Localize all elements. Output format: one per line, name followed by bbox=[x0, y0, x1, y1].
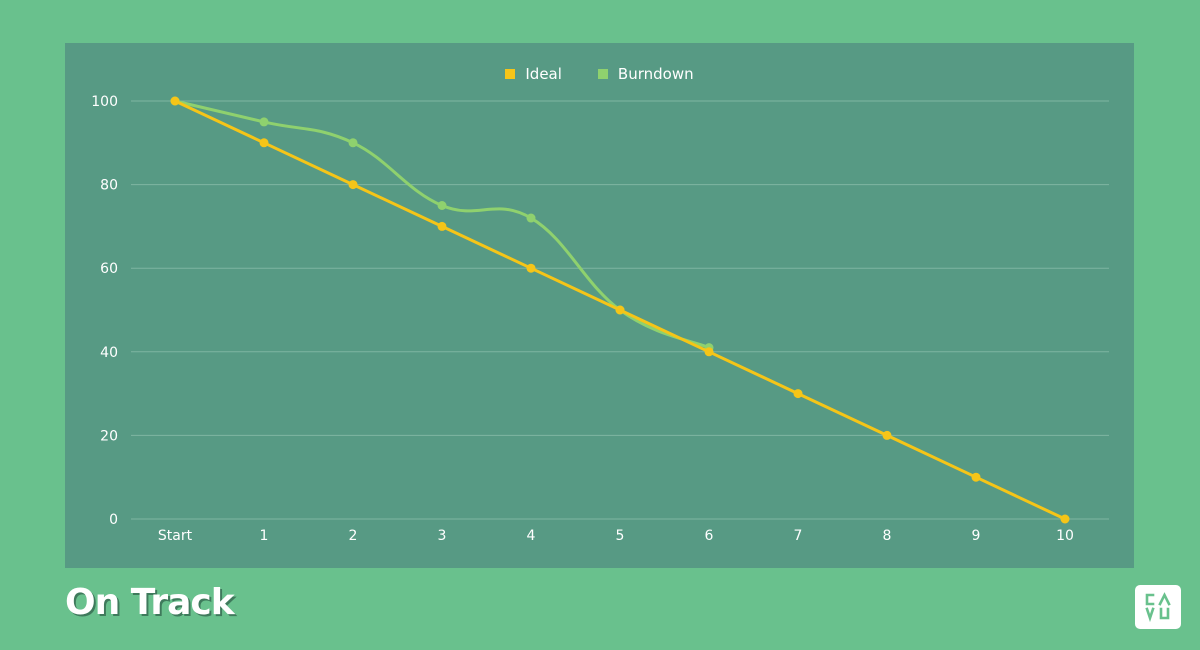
x-tick-label: 3 bbox=[438, 528, 447, 544]
legend-label-ideal: Ideal bbox=[525, 65, 562, 83]
data-point[interactable] bbox=[170, 96, 180, 106]
y-tick-label: 40 bbox=[100, 345, 118, 361]
x-tick-label: 4 bbox=[527, 528, 536, 544]
x-tick-label: 10 bbox=[1056, 528, 1074, 544]
data-point[interactable] bbox=[259, 117, 269, 127]
x-tick-label: 5 bbox=[616, 528, 625, 544]
line-chart-plot: 0 20 40 60 80 100 Start 1 2 3 4 5 6 7 8 9 10 bbox=[91, 94, 1109, 544]
data-point[interactable] bbox=[1060, 514, 1070, 524]
x-tick-label: 6 bbox=[705, 528, 714, 544]
data-point[interactable] bbox=[882, 430, 892, 440]
x-tick-label: 1 bbox=[260, 528, 269, 544]
cavu-logo bbox=[1135, 585, 1181, 629]
data-point[interactable] bbox=[259, 138, 269, 148]
y-tick-label: 20 bbox=[100, 428, 118, 444]
logo-icon bbox=[1145, 592, 1171, 623]
data-point[interactable] bbox=[526, 213, 536, 223]
x-tick-label: 9 bbox=[972, 528, 981, 544]
legend-item-burndown[interactable]: Burndown bbox=[597, 65, 694, 83]
x-tick-label: Start bbox=[158, 528, 193, 544]
data-point[interactable] bbox=[615, 305, 625, 315]
data-point[interactable] bbox=[793, 389, 803, 399]
data-point[interactable] bbox=[437, 221, 447, 231]
page-title: On Track bbox=[65, 582, 235, 623]
legend-label-burndown: Burndown bbox=[617, 65, 694, 83]
burndown-swatch-icon bbox=[597, 69, 608, 79]
data-point[interactable] bbox=[971, 472, 981, 482]
data-point[interactable] bbox=[526, 263, 536, 273]
ideal-swatch-icon bbox=[505, 69, 516, 79]
data-point[interactable] bbox=[704, 347, 714, 357]
y-tick-label: 0 bbox=[109, 512, 118, 528]
y-tick-label: 60 bbox=[100, 261, 118, 277]
data-point[interactable] bbox=[348, 180, 358, 190]
data-point[interactable] bbox=[348, 138, 358, 148]
data-point[interactable] bbox=[437, 201, 447, 210]
y-tick-label: 100 bbox=[91, 94, 118, 110]
series-ideal bbox=[170, 96, 1070, 524]
x-tick-label: 8 bbox=[883, 528, 892, 544]
x-tick-label: 2 bbox=[349, 528, 358, 544]
chart-panel: Ideal Burndown 0 20 40 60 80 100 Start 1 2 3 4 5 6 7 8… bbox=[65, 43, 1134, 568]
x-tick-label: 7 bbox=[794, 528, 803, 544]
y-tick-label: 80 bbox=[100, 178, 118, 194]
legend-item-ideal[interactable]: Ideal bbox=[505, 65, 562, 83]
chart-legend: Ideal Burndown bbox=[65, 65, 1134, 83]
